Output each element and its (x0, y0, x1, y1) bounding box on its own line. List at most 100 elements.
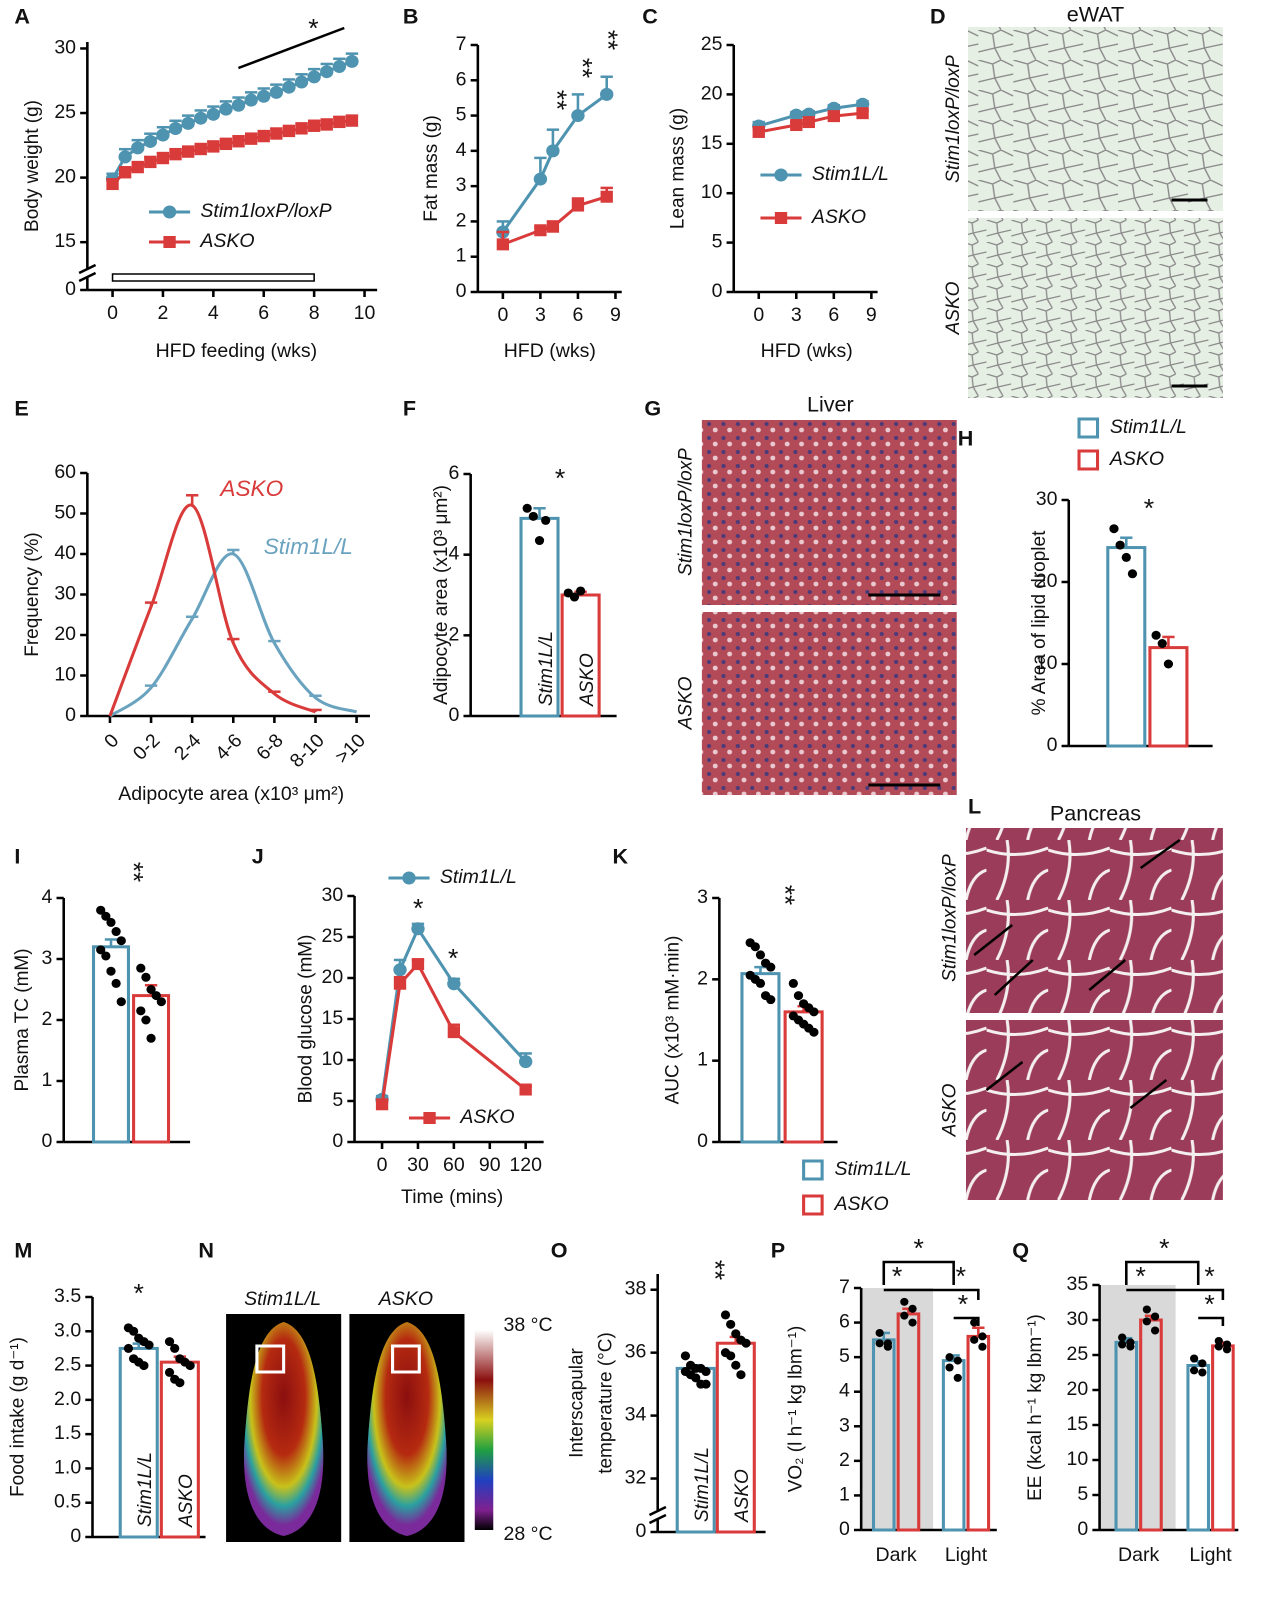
legend-label: ASKO (833, 1194, 888, 1215)
y-tick-label: 0 (1077, 1519, 1088, 1540)
y-tick-label: 10 (701, 182, 723, 203)
data-point (96, 945, 106, 955)
data-point (809, 1007, 819, 1017)
y-tick-label: 10 (54, 665, 76, 686)
marker (856, 107, 869, 120)
data-point (900, 1297, 909, 1306)
row-label: ASKO (943, 282, 964, 336)
data-point (970, 1335, 979, 1344)
bar (1186, 1364, 1211, 1532)
data-point (1151, 630, 1161, 640)
category-label: ASKO (577, 653, 598, 707)
data-point (164, 1337, 175, 1347)
marker (534, 224, 547, 237)
data-point (953, 1373, 962, 1382)
y-tick-label: 0 (42, 1131, 53, 1152)
panel-letter: P (771, 1239, 785, 1263)
data-point (185, 1361, 195, 1371)
data-point (164, 1367, 175, 1377)
y-tick-label: 20 (54, 624, 76, 645)
marker (282, 80, 296, 94)
y-axis-label: AUC (x10³ mM·min) (662, 936, 683, 1105)
row-label: Stim1loxP/loxP (675, 448, 696, 576)
y-axis-label: VO₂ (l h⁻¹ kg lbm⁻¹) (785, 1326, 806, 1493)
y-tick-label: 20 (54, 167, 76, 188)
scale-label: 38 °C (504, 1315, 553, 1336)
y-tick-label: 4 (42, 887, 53, 908)
marker (144, 156, 157, 169)
annotation: * (413, 893, 423, 923)
y-axis-label: EE (kcal h⁻¹ kg lbm⁻¹) (1025, 1314, 1046, 1501)
bar (941, 1359, 966, 1532)
arrows (973, 838, 1181, 1109)
y-tick-label: 0.5 (54, 1492, 81, 1513)
marker (295, 122, 308, 135)
y-tick-label: 5 (712, 232, 723, 253)
y-tick-label: 4 (448, 544, 459, 565)
y-tick-label: 1.0 (54, 1458, 81, 1479)
panel-letter: M (14, 1239, 32, 1263)
y-axis-label: Adipocyte area (x10³ μm²) (431, 485, 452, 705)
y-tick-label: 10 (322, 1049, 344, 1070)
y-tick-label: 20 (1036, 571, 1058, 592)
panel-letter: J (252, 845, 264, 869)
color-scale (474, 1330, 494, 1530)
data-point (1109, 524, 1119, 534)
annotation: ** (118, 862, 148, 882)
x-tick-label: 0 (107, 303, 118, 324)
bar (91, 945, 130, 1144)
y-tick-label: 7 (456, 34, 467, 55)
mouse (243, 1322, 324, 1536)
x-tick-label: 8-10 (286, 730, 329, 772)
marker (307, 70, 321, 84)
panel-letter: F (403, 397, 416, 421)
data-point (139, 1361, 149, 1371)
panel-letter: C (642, 5, 658, 29)
marker (294, 75, 309, 89)
panel-letter: Q (1012, 1239, 1029, 1263)
series-line (109, 552, 358, 718)
data-point (731, 1329, 741, 1339)
marker (244, 132, 258, 145)
data-point (123, 1343, 134, 1353)
micrograph (965, 1020, 1223, 1200)
legend-label: Stim1L/L (1110, 417, 1187, 438)
panel-letter: A (14, 5, 30, 29)
marker (447, 977, 461, 991)
y-tick-label: 1 (697, 1050, 708, 1071)
significance-line (883, 1288, 980, 1300)
marker (118, 150, 132, 164)
marker (546, 220, 560, 233)
data-point (111, 927, 121, 937)
row-label: ASKO (940, 1084, 961, 1138)
data-point (1115, 540, 1125, 550)
data-point (1214, 1337, 1223, 1345)
data-point (908, 1318, 917, 1327)
panel-letter: L (968, 795, 981, 819)
annotation: Stim1L/L (264, 534, 353, 559)
y-tick-label: 0 (65, 705, 76, 726)
data-point (875, 1328, 884, 1337)
y-tick-label: 25 (54, 102, 76, 123)
marker (307, 119, 321, 132)
y-tick-label: 60 (54, 462, 76, 483)
panel-letter: K (612, 845, 628, 869)
marker (143, 134, 158, 148)
annotation: * (308, 13, 318, 43)
data-point (726, 1319, 736, 1329)
y-tick-label: 3 (697, 887, 708, 908)
marker (320, 118, 333, 131)
panel-letter: B (403, 5, 419, 29)
bar (1148, 646, 1189, 748)
marker (231, 98, 246, 112)
data-point (541, 515, 551, 525)
y-tick-label: 1.5 (54, 1423, 81, 1444)
data-point (701, 1367, 711, 1377)
y-axis-label: Lean mass (g) (667, 108, 688, 229)
annotation: * (914, 1233, 924, 1263)
marker (546, 144, 560, 158)
marker (600, 87, 614, 101)
marker (333, 116, 346, 129)
annotation: * (1204, 1289, 1214, 1319)
y-tick-label: 38 (625, 1279, 647, 1300)
